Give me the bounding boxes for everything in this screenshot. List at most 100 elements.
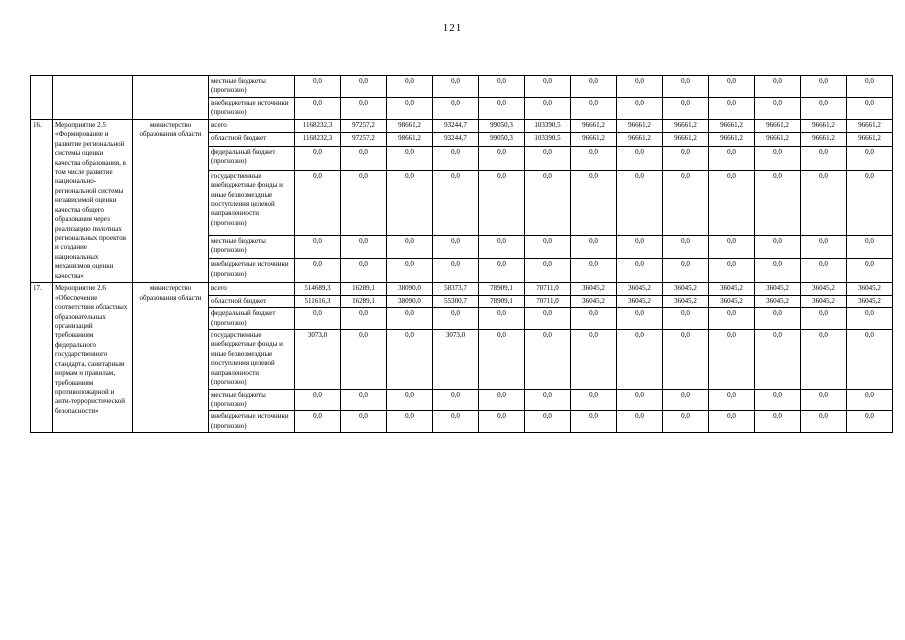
budget-type-cell: государственные внебюджетные фонды и ины… [208, 169, 295, 236]
budget-type-cell: местные бюджеты (прогнозно) [208, 75, 295, 98]
value-cell: 0,0 [340, 234, 387, 260]
value-cell: 0,0 [340, 388, 387, 412]
value-cell: 0,0 [616, 388, 663, 412]
table-row: 17. Мероприятие 2.6 «Обеспечение соответс… [30, 282, 893, 434]
value-cell: 0,0 [478, 169, 525, 236]
budget-type-cell: внебюджетные источники (прогнозно) [208, 96, 295, 120]
value-cell: 0,0 [570, 388, 617, 412]
value-cell: 0,0 [800, 388, 847, 412]
ministry-cell [132, 75, 209, 120]
value-cell: 36045,2 [800, 282, 847, 296]
value-cell: 0,0 [570, 258, 617, 284]
budget-type-cell: федеральный бюджет (прогнозно) [208, 307, 295, 330]
value-cell: 0,0 [340, 96, 387, 120]
value-cell: 0,0 [754, 410, 801, 434]
value-cell: 0,0 [708, 145, 755, 171]
value-cell: 0,0 [754, 96, 801, 120]
value-cell: 0,0 [340, 145, 387, 171]
value-cell: 0,0 [846, 410, 893, 434]
value-cell: 0,0 [662, 75, 709, 98]
value-cell: 0,0 [294, 145, 341, 171]
value-cell: 0,0 [616, 145, 663, 171]
value-cell: 103390,5 [524, 118, 571, 134]
value-cell: 0,0 [432, 75, 479, 98]
value-cell: 0,0 [524, 388, 571, 412]
value-cell: 96661,2 [616, 132, 663, 147]
value-cell: 0,0 [754, 388, 801, 412]
value-cell: 0,0 [570, 328, 617, 390]
value-cell: 0,0 [800, 145, 847, 171]
value-cell: 36045,2 [846, 282, 893, 296]
budget-table-body: местные бюджеты (прогнозно) 0,0 0,0 0,0 0,0 0… [30, 75, 893, 434]
value-cell: 96661,2 [846, 118, 893, 134]
table-row: местные бюджеты (прогнозно) 0,0 0,0 0,0 0,0 0… [31, 234, 893, 260]
value-cell: 0,0 [432, 169, 479, 236]
value-cell: 0,0 [754, 169, 801, 236]
value-cell: 0,0 [708, 169, 755, 236]
value-cell: 0,0 [800, 410, 847, 434]
value-cell: 96661,2 [800, 132, 847, 147]
value-cell: 96661,2 [662, 118, 709, 134]
value-cell: 16289,1 [340, 282, 387, 296]
value-cell: 0,0 [570, 307, 617, 330]
value-cell: 0,0 [432, 307, 479, 330]
value-cell: 0,0 [340, 258, 387, 284]
row-number-cell: 16. [30, 118, 53, 284]
value-cell: 0,0 [478, 328, 525, 390]
value-cell: 0,0 [754, 328, 801, 390]
budget-type-cell: всего [208, 118, 295, 134]
value-cell: 0,0 [478, 388, 525, 412]
value-cell: 0,0 [846, 96, 893, 120]
value-cell: 36045,2 [708, 294, 755, 309]
budget-type-cell: федеральный бюджет (прогнозно) [208, 145, 295, 171]
value-cell: 0,0 [662, 410, 709, 434]
value-cell: 0,0 [662, 388, 709, 412]
value-cell: 0,0 [616, 169, 663, 236]
value-cell: 0,0 [432, 388, 479, 412]
value-cell: 0,0 [524, 169, 571, 236]
value-cell: 0,0 [294, 169, 341, 236]
value-cell: 98661,2 [386, 118, 433, 134]
value-cell: 0,0 [846, 75, 893, 98]
value-cell: 0,0 [570, 96, 617, 120]
value-cell: 0,0 [294, 410, 341, 434]
value-cell: 0,0 [432, 234, 479, 260]
value-cell: 96661,2 [570, 132, 617, 147]
value-cell: 93244,7 [432, 132, 479, 147]
value-cell: 0,0 [846, 169, 893, 236]
value-cell: 0,0 [800, 96, 847, 120]
value-cell: 0,0 [754, 145, 801, 171]
value-cell: 3073,0 [294, 328, 341, 390]
budget-type-cell: областной бюджет [208, 132, 295, 147]
value-cell: 0,0 [846, 388, 893, 412]
page-number: 121 [442, 22, 463, 34]
budget-type-cell: внебюджетные источники (прогнозно) [208, 410, 295, 434]
value-cell: 36045,2 [570, 282, 617, 296]
value-cell: 1168232,3 [294, 118, 341, 134]
value-cell: 0,0 [386, 388, 433, 412]
value-cell: 36045,2 [662, 282, 709, 296]
value-cell: 97257,2 [340, 132, 387, 147]
table-row: федеральный бюджет (прогнозно) 0,0 0,0 0,0 0… [31, 145, 893, 171]
value-cell: 0,0 [570, 234, 617, 260]
value-cell: 0,0 [570, 145, 617, 171]
value-cell: 38090,0 [386, 294, 433, 309]
value-cell: 36045,2 [570, 294, 617, 309]
value-cell: 36045,2 [616, 294, 663, 309]
value-cell: 0,0 [662, 145, 709, 171]
value-cell: 0,0 [708, 410, 755, 434]
value-cell: 0,0 [662, 258, 709, 284]
event-name-cell: Мероприятие 2.6 «Обеспечение соответстви… [52, 282, 133, 434]
value-cell: 97257,2 [340, 118, 387, 134]
value-cell: 511616,3 [294, 294, 341, 309]
value-cell: 0,0 [478, 258, 525, 284]
value-cell: 0,0 [524, 307, 571, 330]
value-cell: 0,0 [800, 75, 847, 98]
value-cell: 0,0 [800, 307, 847, 330]
value-cell: 0,0 [294, 388, 341, 412]
value-cell: 96661,2 [708, 118, 755, 134]
row-number-cell [30, 75, 53, 120]
value-cell: 0,0 [524, 75, 571, 98]
value-cell: 99050,3 [478, 132, 525, 147]
value-cell: 0,0 [708, 258, 755, 284]
